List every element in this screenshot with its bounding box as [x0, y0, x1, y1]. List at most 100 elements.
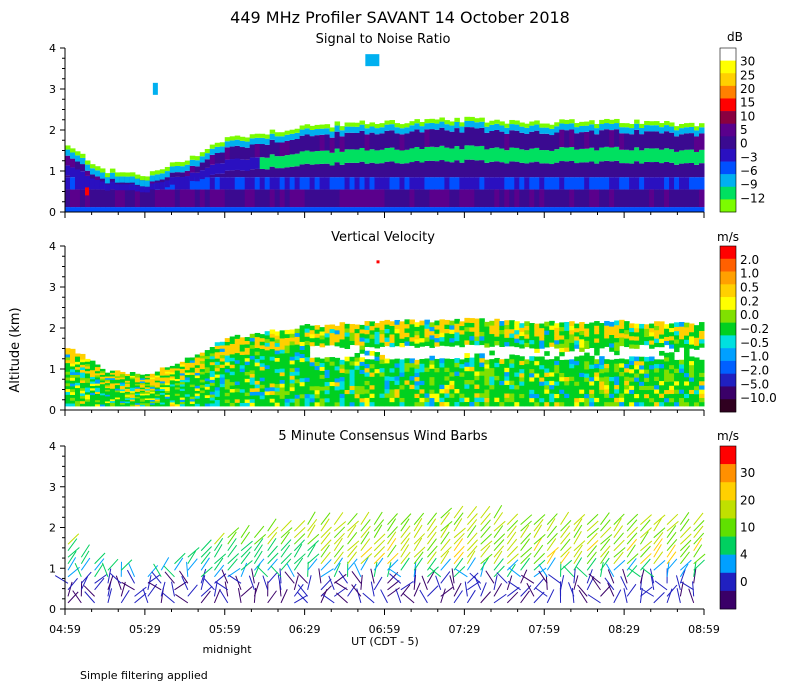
vv-cell	[484, 389, 490, 394]
snr-cell	[679, 124, 685, 129]
snr-cell	[494, 207, 500, 212]
snr-cell	[519, 126, 525, 133]
vv-cell	[559, 380, 565, 386]
vv-cell	[604, 376, 610, 381]
vv-cell	[354, 393, 361, 399]
wind-barb	[607, 582, 615, 597]
snr-cell	[179, 172, 186, 178]
vv-cell	[479, 353, 485, 359]
snr-cell	[404, 127, 410, 134]
vv-cell	[244, 402, 251, 407]
vv-cell	[619, 392, 625, 398]
vv-cell	[329, 373, 336, 378]
vv-cell	[574, 377, 580, 382]
vv-cell	[409, 328, 415, 333]
vv-cell	[504, 324, 510, 330]
vv-cell	[699, 326, 705, 331]
vv-cell	[194, 390, 201, 394]
snr-cell	[599, 124, 605, 131]
vv-cell	[604, 329, 610, 335]
vv-cell	[344, 381, 351, 386]
vv-cell	[104, 397, 111, 400]
vv-cell	[564, 334, 570, 340]
vv-cell	[529, 364, 535, 370]
vv-cell	[104, 379, 111, 382]
vv-cell	[189, 362, 196, 366]
snr-cell	[184, 160, 191, 165]
snr-cell	[614, 118, 620, 124]
wind-barb	[480, 582, 487, 597]
snr-cell	[684, 163, 690, 178]
vv-cell	[469, 397, 475, 403]
wind-barb	[666, 584, 678, 597]
snr-cell	[614, 123, 620, 130]
vv-cell	[634, 373, 640, 378]
snr-cell	[609, 119, 615, 124]
vv-cell	[634, 385, 640, 390]
vv-cell	[264, 346, 271, 351]
vv-cell	[614, 367, 620, 373]
vv-cell	[514, 338, 520, 343]
vv-cell	[79, 400, 86, 404]
vv-cell	[354, 373, 361, 378]
vv-cell	[274, 364, 281, 370]
wind-barb	[147, 574, 161, 584]
vv-cell	[259, 398, 266, 403]
vv-cell	[409, 392, 415, 398]
vv-cell	[429, 385, 435, 390]
vv-cell	[344, 401, 351, 407]
vv-cell	[234, 395, 241, 400]
snr-cell	[129, 207, 136, 212]
vv-cell	[159, 377, 166, 380]
snr-cell	[349, 132, 356, 150]
vv-cell	[634, 360, 640, 366]
wind-barb	[453, 538, 464, 552]
wind-barb	[213, 581, 218, 597]
vv-cell	[154, 388, 161, 391]
snr-cell	[584, 125, 590, 132]
wind-barb	[387, 587, 400, 597]
vv-cell	[219, 377, 226, 381]
vv-cell	[664, 324, 670, 329]
wind-barb	[640, 531, 649, 545]
vv-cell	[294, 348, 301, 353]
snr-cell	[429, 118, 435, 123]
vv-cell	[549, 367, 555, 373]
vv-cell	[254, 384, 261, 389]
vv-cell	[589, 389, 595, 394]
snr-cell	[504, 150, 510, 164]
vv-cell	[399, 393, 405, 398]
vv-cell	[159, 403, 166, 407]
vv-cell	[364, 329, 371, 335]
vv-cell	[234, 381, 241, 386]
vv-cell	[659, 384, 665, 390]
vv-cell	[654, 376, 660, 382]
snr-cell	[319, 124, 326, 129]
snr-cell	[674, 151, 680, 165]
vv-cell	[374, 368, 381, 374]
vv-cell	[229, 388, 236, 393]
vv-cell	[169, 371, 176, 375]
vv-cell	[474, 336, 480, 341]
vv-cell	[639, 373, 645, 378]
vv-cell	[224, 368, 231, 373]
vv-cell	[304, 340, 311, 345]
vv-cell	[219, 348, 226, 352]
vv-cell	[79, 382, 86, 386]
vv-cell	[614, 363, 620, 368]
snr-cell	[174, 172, 181, 177]
wind-barb	[427, 551, 437, 565]
vv-cell	[339, 384, 346, 390]
wind-barb	[560, 511, 570, 525]
vv-cell	[594, 384, 600, 390]
snr-cell	[519, 189, 525, 208]
vv-cell	[339, 322, 346, 327]
snr-cell	[404, 207, 410, 212]
vv-cell	[65, 400, 71, 404]
vv-cell	[584, 401, 590, 407]
wind-barb	[400, 557, 410, 571]
vv-cell	[409, 362, 415, 368]
wind-barb	[400, 518, 410, 532]
snr-cell	[199, 162, 206, 171]
vv-cell	[269, 375, 276, 380]
